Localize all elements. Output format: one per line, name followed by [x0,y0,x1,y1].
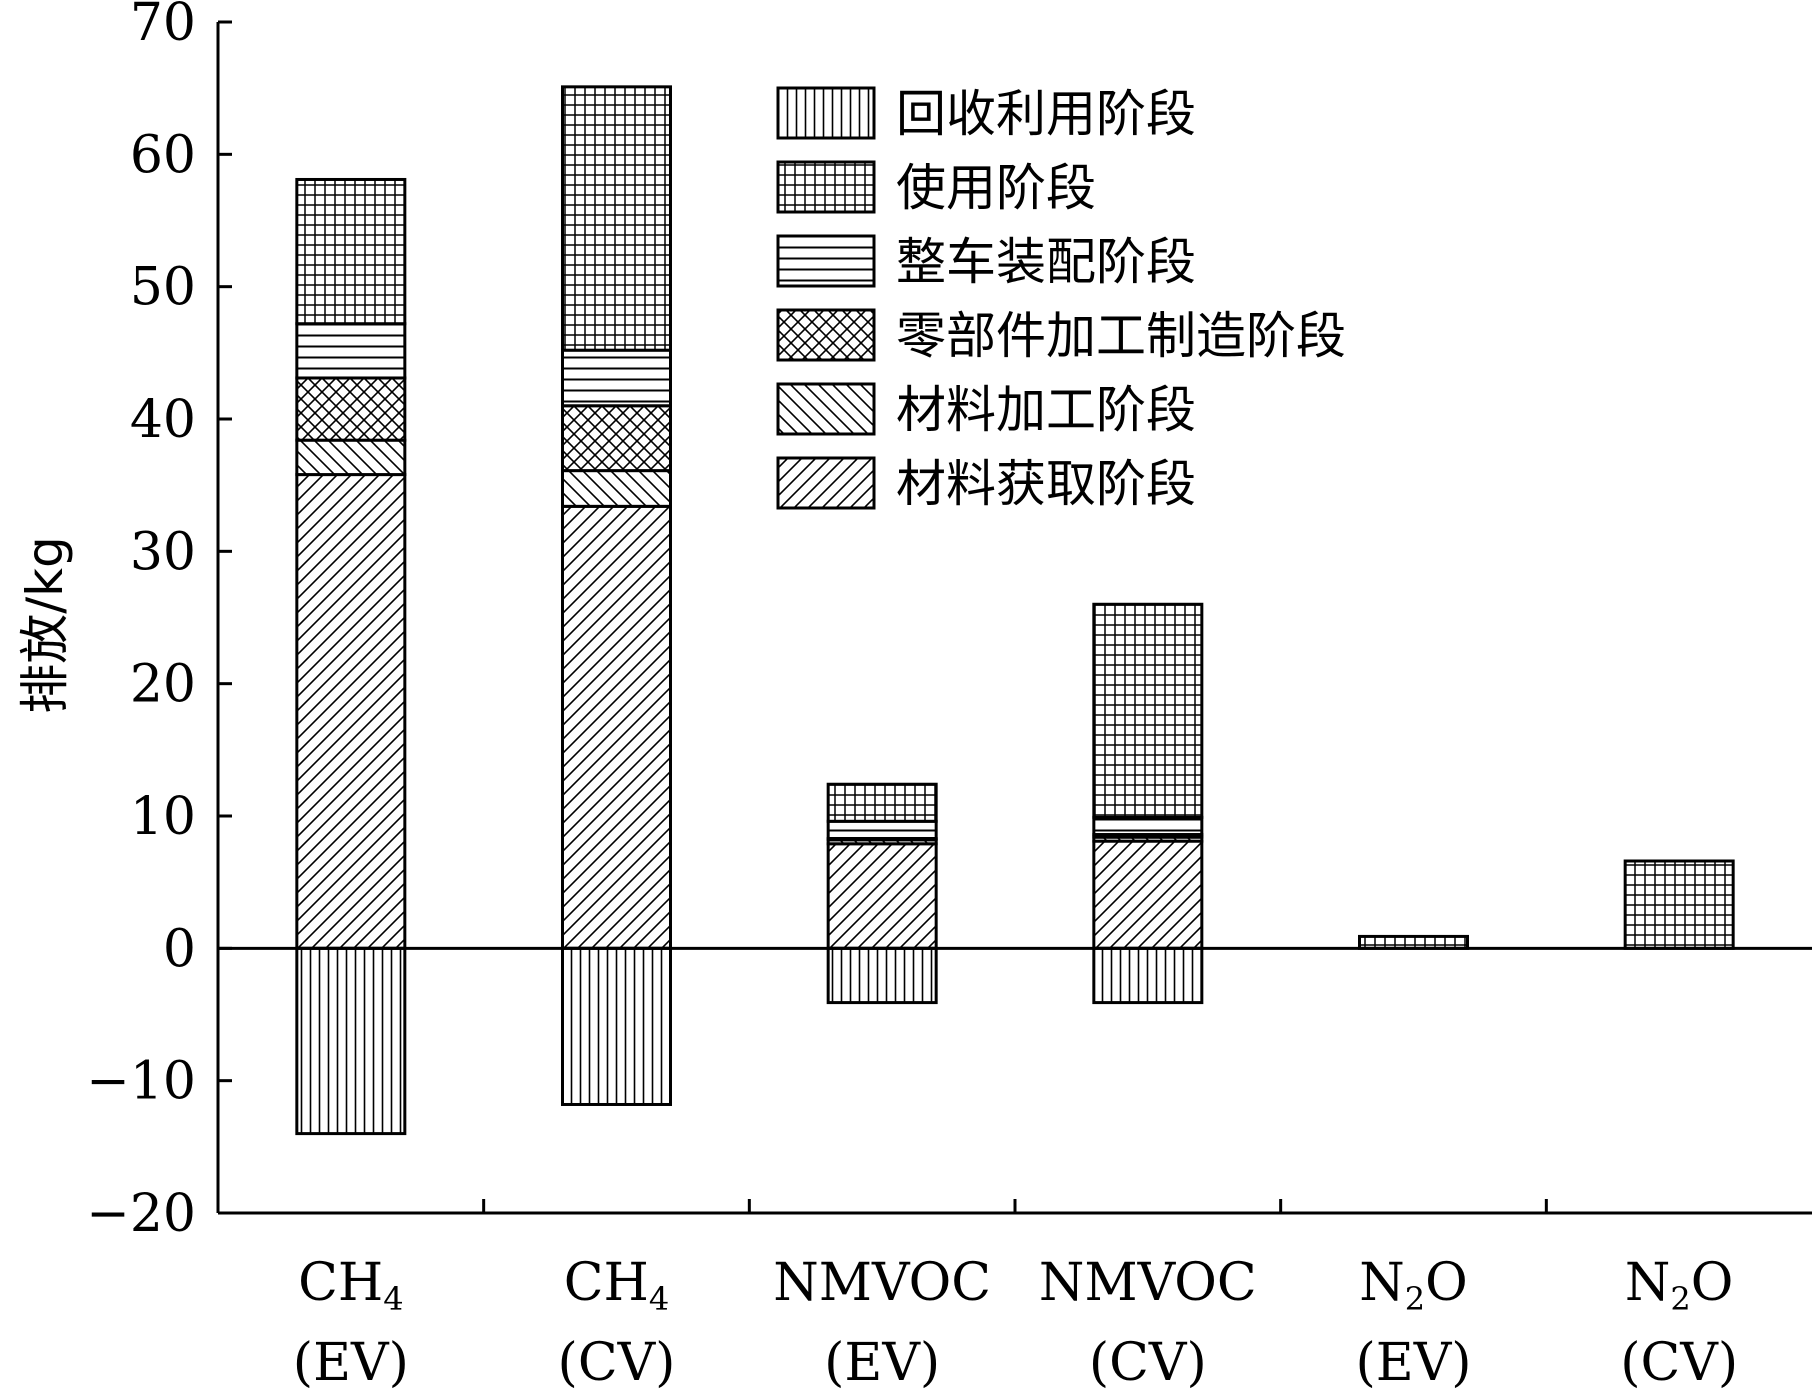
bars-layer [295,85,1735,1136]
x-category-sublabel: (CV) [1089,1333,1207,1393]
y-tick-label: 10 [130,787,196,847]
y-tick-label: 0 [163,919,196,979]
x-category-label: NMVOC [773,1253,991,1313]
legend-swatch [776,382,876,436]
bar-segment-3-6 [826,946,938,1005]
bar-segment-4-1 [1092,839,1204,950]
x-category-label: N2O [1625,1253,1734,1318]
bar-segment-2-6 [561,946,672,1106]
y-tick-label: 40 [130,390,196,450]
bar-segment-2-2 [561,469,672,508]
y-tick-label: 30 [130,522,196,582]
bar-segment-2-3 [561,404,672,473]
x-category-label: CH4 [564,1253,670,1318]
y-axis-title: 排放/kg [16,536,74,714]
bar-segment-1-1 [295,473,407,950]
bar-segment-2-1 [561,504,672,950]
legend-label: 材料加工阶段 [896,381,1196,439]
x-category-label: CH4 [298,1253,404,1318]
y-tick-label: 70 [130,0,196,53]
x-category-sublabel: (CV) [1620,1333,1738,1393]
bar-segment-1-6 [295,946,407,1136]
legend-label: 材料获取阶段 [896,455,1196,513]
legend-swatch [776,456,876,510]
x-category-sublabel: (CV) [558,1333,676,1393]
bar-segment-2-4 [561,348,672,408]
legend-swatch [776,86,876,140]
bar-segment-1-5 [295,177,407,326]
x-category-sublabel: (EV) [824,1333,940,1393]
labels-layer: −20 −10 0 10 20 30 40 50 60 70 CH4 (EV) CH4 (CV) NMVOC… [86,0,1738,1393]
bar-segment-4-6 [1092,946,1204,1005]
y-tick-label: 50 [130,258,196,318]
legend-label: 使用阶段 [896,159,1096,217]
bar-segment-1-3 [295,376,407,442]
bar-segment-4-4 [1092,815,1204,837]
legend-swatch [776,234,876,288]
bar-segment-2-5 [561,85,672,352]
y-tick-label: −10 [86,1052,196,1112]
bar-segment-1-2 [295,438,407,477]
y-tick-label: 20 [130,655,196,715]
x-category-sublabel: (EV) [1355,1333,1471,1393]
x-category-label: N2O [1359,1253,1468,1318]
legend-label: 整车装配阶段 [896,233,1196,291]
y-tick-label: 60 [130,125,196,185]
x-category-sublabel: (EV) [293,1333,409,1393]
bar-segment-3-1 [826,842,938,950]
bar-segment-3-5 [826,782,938,823]
legend-label: 回收利用阶段 [896,85,1196,143]
x-category-label: NMVOC [1039,1253,1257,1313]
y-tick-label: −20 [86,1184,196,1244]
bar-segment-6-5 [1623,859,1735,950]
bar-segment-5-5 [1358,934,1469,950]
legend-swatch [776,160,876,214]
legend-swatch [776,308,876,362]
bar-segment-3-4 [826,819,938,840]
axes-layer [216,20,1812,1215]
bar-segment-4-5 [1092,602,1204,819]
legend-label: 零部件加工制造阶段 [896,307,1346,365]
bar-segment-1-4 [295,322,407,380]
